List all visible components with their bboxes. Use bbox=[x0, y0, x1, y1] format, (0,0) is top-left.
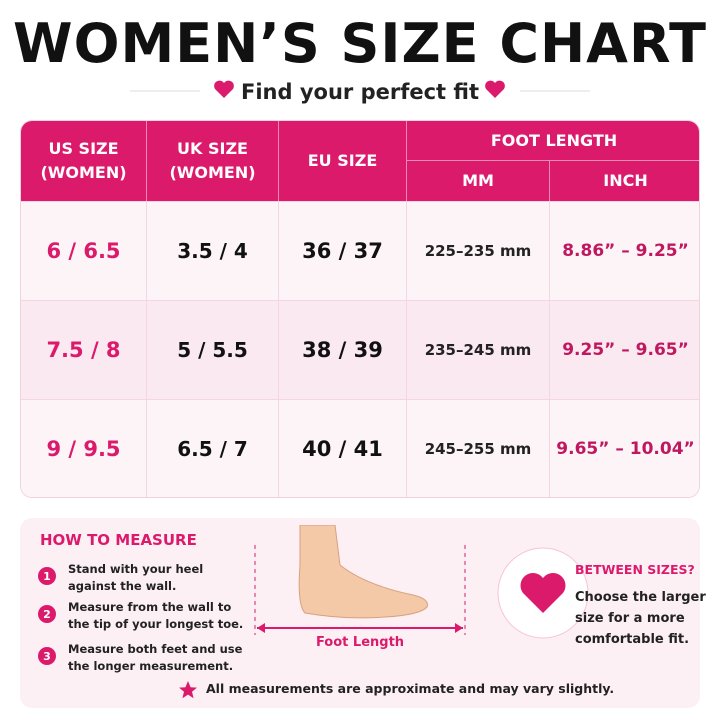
header-cell: UK SIZE (WOMEN) bbox=[146, 121, 278, 201]
step-number: 2 bbox=[38, 605, 56, 623]
table-cell: 225–235 mm bbox=[406, 201, 549, 300]
table-cell: 3.5 / 4 bbox=[146, 201, 278, 300]
between-text: Choose the larger size for a more comfor… bbox=[575, 590, 706, 647]
header-cell: MM bbox=[406, 161, 549, 201]
table-cell: 9 / 9.5 bbox=[46, 436, 121, 461]
table-cell: 40 / 41 bbox=[278, 399, 406, 497]
star-icon bbox=[179, 681, 197, 699]
subtitle-decor bbox=[130, 80, 590, 98]
heart-icon bbox=[497, 547, 589, 639]
header-cell: FOOT LENGTH bbox=[406, 121, 699, 161]
step-number: 1 bbox=[38, 567, 56, 585]
table-row bbox=[21, 399, 699, 497]
table-cell: 36 / 37 bbox=[278, 201, 406, 300]
foot-diagram bbox=[254, 525, 466, 635]
step-number: 3 bbox=[38, 647, 56, 665]
table-cell: 235–245 mm bbox=[406, 300, 549, 399]
table-cell: 6 / 6.5 bbox=[46, 238, 121, 263]
between-title: BETWEEN SIZES? bbox=[575, 562, 695, 577]
title: WOMEN’S SIZE CHART bbox=[13, 11, 707, 75]
table-cell: 38 / 39 bbox=[278, 300, 406, 399]
table-cell: 8.86” – 9.25” bbox=[549, 201, 699, 300]
header-cell: EU SIZE bbox=[278, 121, 406, 201]
table-row bbox=[21, 201, 699, 300]
table-row bbox=[21, 300, 699, 399]
step-text: Stand with your heel against the wall. bbox=[68, 562, 204, 593]
table-header bbox=[21, 121, 699, 201]
size-table: US SIZE (WOMEN) UK SIZE (WOMEN) EU SIZE … bbox=[20, 120, 700, 498]
footnote: All measurements are approximate and may… bbox=[206, 681, 615, 696]
header-cell: INCH bbox=[549, 161, 699, 201]
diagram-label: Foot Length bbox=[300, 632, 420, 652]
subtitle: Find your perfect fit bbox=[241, 80, 479, 104]
table-cell: 9.25” – 9.65” bbox=[549, 300, 699, 399]
step-text: Measure both feet and use the longer mea… bbox=[68, 642, 243, 673]
table-cell: 6.5 / 7 bbox=[146, 399, 278, 497]
measure-title: HOW TO MEASURE bbox=[40, 531, 197, 549]
header-cell: US SIZE (WOMEN) bbox=[40, 139, 127, 182]
step-text: Measure from the wall to the tip of your… bbox=[68, 600, 244, 631]
table-cell: 245–255 mm bbox=[406, 399, 549, 497]
table-cell: 9.65” – 10.04” bbox=[549, 399, 699, 497]
table-cell: 7.5 / 8 bbox=[46, 337, 121, 362]
table-cell: 5 / 5.5 bbox=[146, 300, 278, 399]
